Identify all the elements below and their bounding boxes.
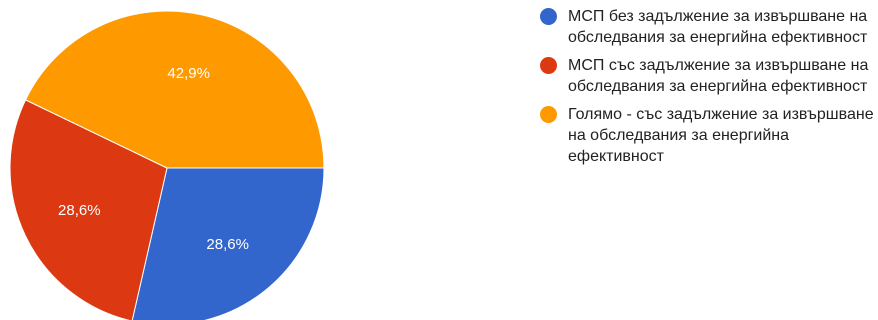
legend-label-1: МСП без задължение за извършване на обсл… <box>568 8 868 46</box>
legend-label-3: Голямо - със задължение за извършване на… <box>568 106 874 165</box>
legend: МСП без задължение за извършване на обсл… <box>540 6 876 174</box>
legend-item-3: Голямо - със задължение за извършване на… <box>540 104 876 167</box>
legend-item-1: МСП без задължение за извършване на обсл… <box>540 6 876 48</box>
pie-slice-2 <box>9 99 168 320</box>
legend-item-2: МСП със задължение за извършване на обсл… <box>540 55 876 97</box>
legend-label-2: МСП със задължение за извършване на обсл… <box>568 57 869 95</box>
pie-slice-3 <box>24 10 325 169</box>
slice-value-label-2: 28,6% <box>58 202 101 219</box>
slice-value-label-3: 42,9% <box>167 65 210 82</box>
legend-swatch-2 <box>540 57 557 74</box>
slice-value-label-1: 28,6% <box>206 236 249 253</box>
legend-swatch-3 <box>540 106 557 123</box>
pie-plot: 28,6% 28,6% 42,9% <box>9 10 325 320</box>
pie-slice-1 <box>131 167 325 320</box>
legend-swatch-1 <box>540 8 557 25</box>
